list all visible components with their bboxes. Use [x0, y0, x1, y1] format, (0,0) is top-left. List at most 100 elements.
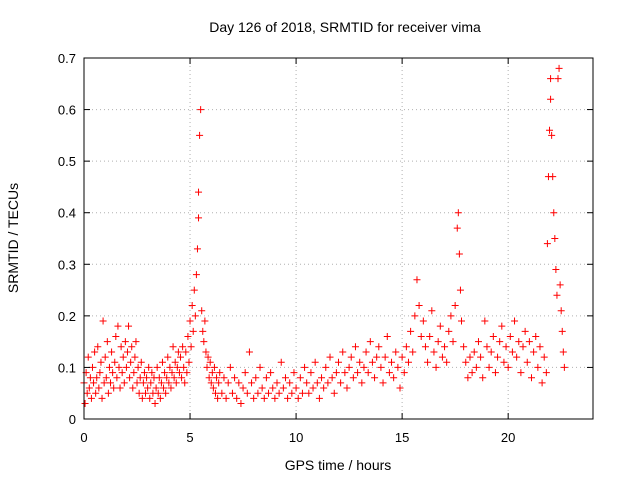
data-point [462, 358, 470, 366]
data-point [92, 389, 100, 397]
data-point [121, 338, 129, 346]
data-point [411, 312, 419, 320]
data-point [477, 353, 485, 361]
data-point [132, 338, 140, 346]
data-point [139, 379, 147, 387]
y-tick-label: 0.3 [58, 257, 76, 272]
data-point [179, 343, 187, 351]
data-point [362, 348, 370, 356]
data-point [549, 173, 557, 181]
data-point [207, 379, 215, 387]
data-point [165, 379, 173, 387]
data-point [290, 369, 298, 377]
data-point [383, 332, 391, 340]
data-point [112, 332, 120, 340]
data-point [99, 317, 107, 325]
data-point [335, 358, 342, 366]
data-point [216, 369, 224, 377]
data-point [550, 209, 558, 217]
data-point [189, 327, 197, 335]
data-point [424, 358, 432, 366]
y-tick-label: 0.1 [58, 360, 76, 375]
data-point [105, 363, 113, 371]
data-point [468, 369, 476, 377]
data-point [479, 374, 487, 382]
data-point [127, 358, 135, 366]
data-point [538, 379, 546, 387]
data-point [394, 363, 402, 371]
data-point [237, 400, 245, 408]
data-point [521, 327, 529, 335]
data-point [447, 312, 455, 320]
data-point [494, 353, 502, 361]
data-point [168, 369, 176, 377]
data-point [209, 384, 217, 392]
data-point [313, 379, 321, 387]
data-point [224, 379, 232, 387]
data-point [126, 374, 134, 382]
data-point [215, 379, 223, 387]
data-point [190, 286, 198, 294]
data-point [504, 363, 512, 371]
data-point [527, 374, 535, 382]
data-point [532, 332, 540, 340]
data-point [332, 369, 340, 377]
data-point [151, 400, 159, 408]
data-point [226, 363, 234, 371]
data-point [157, 379, 165, 387]
data-point [443, 358, 451, 366]
data-point [136, 374, 144, 382]
data-point [142, 389, 150, 397]
data-point [554, 75, 562, 83]
data-point [91, 348, 99, 356]
data-point [318, 374, 326, 382]
data-point [483, 343, 491, 351]
data-point [438, 353, 446, 361]
data-point [523, 358, 531, 366]
data-point [345, 363, 353, 371]
data-point [186, 317, 194, 325]
data-point [130, 369, 138, 377]
data-point [220, 374, 228, 382]
data-point [133, 379, 141, 387]
data-point [200, 338, 208, 346]
data-point [107, 379, 115, 387]
data-point [269, 384, 277, 392]
y-tick-label: 0.4 [58, 206, 76, 221]
data-point [122, 363, 130, 371]
data-point [191, 312, 199, 320]
data-point [94, 343, 102, 351]
data-point [202, 348, 210, 356]
data-point [123, 348, 131, 356]
data-point [88, 363, 96, 371]
data-point [156, 394, 164, 402]
data-point [115, 363, 123, 371]
data-point [256, 363, 264, 371]
data-point [120, 379, 128, 387]
data-point [294, 394, 302, 402]
data-point [558, 327, 566, 335]
data-point [145, 363, 153, 371]
data-point [339, 348, 347, 356]
data-point [152, 384, 160, 392]
data-point [343, 384, 351, 392]
data-point [519, 343, 527, 351]
data-point [419, 317, 427, 325]
data-point [195, 214, 203, 222]
data-point [277, 358, 285, 366]
data-point [436, 322, 444, 330]
data-point [286, 379, 294, 387]
data-point [101, 353, 109, 361]
data-point [250, 394, 258, 402]
data-point [233, 394, 241, 402]
data-point [199, 327, 207, 335]
data-point [496, 338, 504, 346]
data-point [192, 271, 200, 279]
data-point [551, 235, 559, 242]
data-point [381, 353, 389, 361]
data-point [187, 343, 195, 351]
data-point [180, 363, 188, 371]
data-point [379, 379, 387, 387]
data-point [109, 369, 117, 377]
data-point [267, 369, 275, 377]
